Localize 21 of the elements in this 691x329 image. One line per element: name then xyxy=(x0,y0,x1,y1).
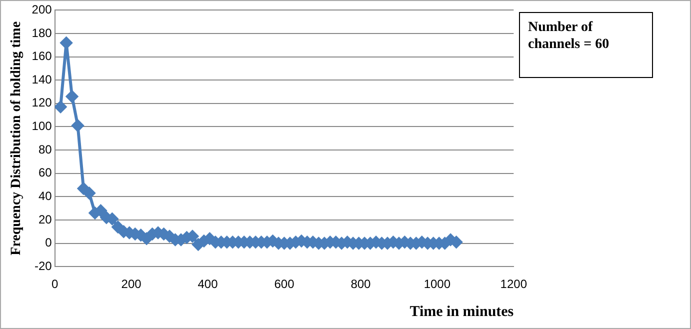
y-axis-title: Frequency Distribution of holding time xyxy=(9,21,24,256)
x-tick-label: 1200 xyxy=(500,277,528,292)
x-tick-label: 200 xyxy=(121,277,142,292)
x-tick-label: 600 xyxy=(274,277,295,292)
text: Number of channels = 60 xyxy=(519,12,653,78)
y-tick-label: 20 xyxy=(38,212,52,226)
y-tick-label: 120 xyxy=(32,96,52,110)
y-tick-label: 160 xyxy=(32,49,52,64)
x-tick-label: 1000 xyxy=(424,277,451,292)
y-tick-label: 140 xyxy=(32,72,52,86)
y-tick-label: 40 xyxy=(38,188,52,203)
y-tick-label: 60 xyxy=(38,166,52,180)
y-tick-label: 0 xyxy=(45,236,52,250)
y-tick-label: 80 xyxy=(38,142,52,156)
y-tick-label: 100 xyxy=(32,119,52,134)
y-tick-label: 200 xyxy=(32,2,52,17)
x-axis-title: Time in minutes xyxy=(410,304,514,320)
x-tick-label: 400 xyxy=(198,277,218,292)
y-tick-label: 180 xyxy=(32,26,52,40)
y-tick-label: -20 xyxy=(34,258,52,273)
x-tick-label: 800 xyxy=(350,277,372,292)
